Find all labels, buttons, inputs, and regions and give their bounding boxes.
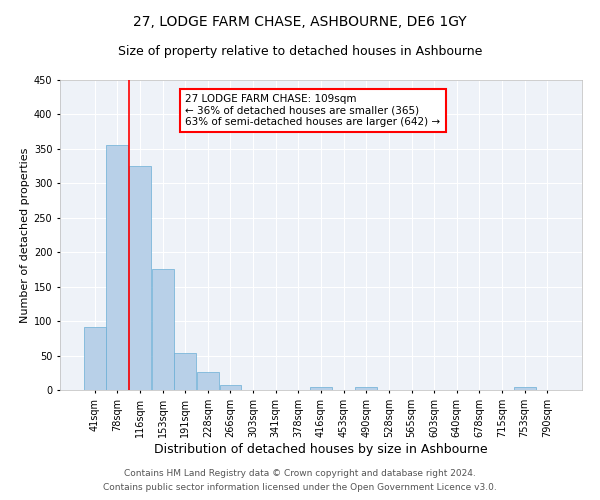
Bar <box>84 328 106 390</box>
Text: Size of property relative to detached houses in Ashbourne: Size of property relative to detached ho… <box>118 45 482 58</box>
Bar <box>174 354 196 390</box>
X-axis label: Distribution of detached houses by size in Ashbourne: Distribution of detached houses by size … <box>154 442 488 456</box>
Bar <box>310 387 332 390</box>
Text: 27, LODGE FARM CHASE, ASHBOURNE, DE6 1GY: 27, LODGE FARM CHASE, ASHBOURNE, DE6 1GY <box>133 15 467 29</box>
Bar <box>220 385 241 390</box>
Text: 27 LODGE FARM CHASE: 109sqm
← 36% of detached houses are smaller (365)
63% of se: 27 LODGE FARM CHASE: 109sqm ← 36% of det… <box>185 94 440 127</box>
Bar <box>152 270 173 390</box>
Bar <box>129 166 151 390</box>
Y-axis label: Number of detached properties: Number of detached properties <box>20 148 29 322</box>
Bar <box>355 387 377 390</box>
Bar <box>197 372 219 390</box>
Bar <box>106 146 128 390</box>
Text: Contains public sector information licensed under the Open Government Licence v3: Contains public sector information licen… <box>103 484 497 492</box>
Bar <box>514 387 536 390</box>
Text: Contains HM Land Registry data © Crown copyright and database right 2024.: Contains HM Land Registry data © Crown c… <box>124 468 476 477</box>
